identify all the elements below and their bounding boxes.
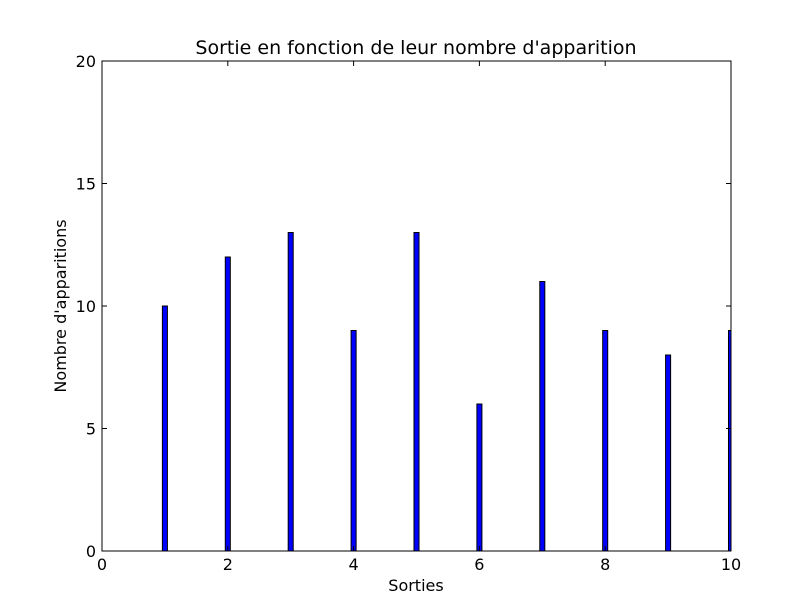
bar-7 bbox=[539, 281, 546, 552]
bar-1 bbox=[161, 305, 168, 552]
y-tick-label: 10 bbox=[76, 297, 96, 316]
y-tick-label: 15 bbox=[76, 175, 96, 194]
bar-3 bbox=[287, 232, 294, 552]
y-tick-label: 0 bbox=[86, 542, 96, 561]
bar-9 bbox=[665, 354, 672, 552]
bar-8 bbox=[602, 330, 609, 552]
bar-2 bbox=[224, 256, 231, 552]
x-tick-label: 10 bbox=[721, 555, 741, 574]
chart-title: Sortie en fonction de leur nombre d'appa… bbox=[195, 37, 636, 59]
x-tick-label: 2 bbox=[223, 555, 233, 574]
y-axis-label: Nombre d'apparitions bbox=[51, 219, 70, 392]
bar-5 bbox=[413, 232, 420, 552]
x-tick-label: 0 bbox=[97, 555, 107, 574]
x-tick-label: 8 bbox=[600, 555, 610, 574]
y-tick-label: 20 bbox=[76, 52, 96, 71]
bar-4 bbox=[350, 330, 357, 552]
y-tick-label: 5 bbox=[86, 420, 96, 439]
x-tick-label: 6 bbox=[474, 555, 484, 574]
x-tick-label: 4 bbox=[349, 555, 359, 574]
bar-6 bbox=[476, 403, 483, 552]
ticks-group: 0 2 4 6 8 10 0 5 10 15 20 bbox=[76, 52, 742, 574]
plot-frame bbox=[101, 60, 732, 552]
bars-group bbox=[161, 232, 732, 552]
x-axis-label: Sorties bbox=[388, 576, 443, 595]
